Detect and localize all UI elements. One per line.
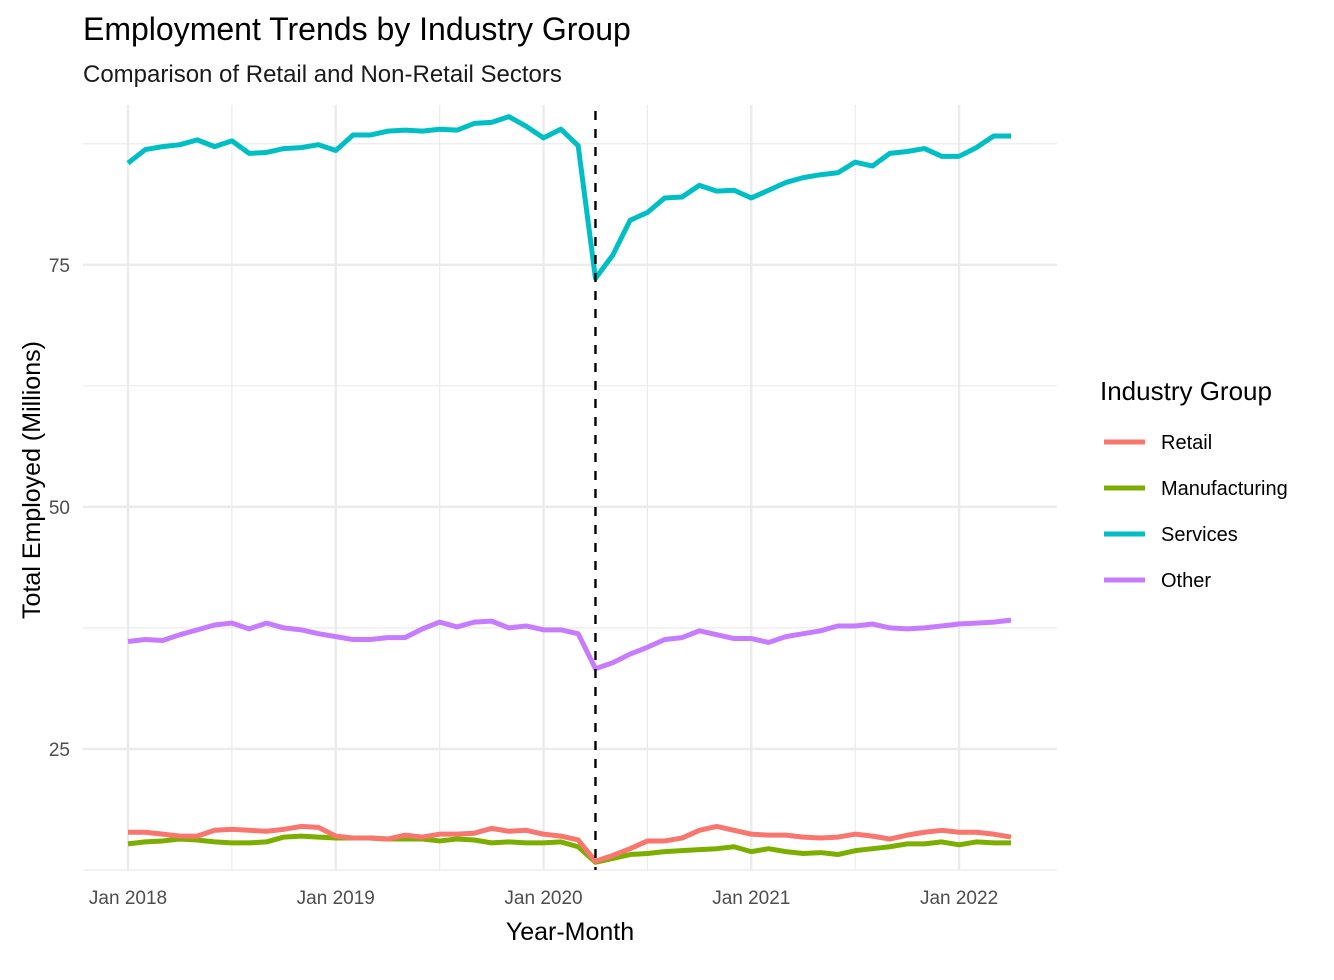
y-axis-title: Total Employed (Millions) — [18, 341, 46, 619]
legend-title: Industry Group — [1100, 376, 1272, 406]
series-line-retail — [128, 823, 1012, 864]
x-tick-label: Jan 2022 — [920, 888, 998, 909]
series-line-manufacturing — [127, 833, 1011, 865]
legend-label-retail: Retail — [1161, 432, 1212, 454]
y-tick-label: 75 — [49, 256, 70, 277]
y-tick-label: 50 — [49, 498, 70, 519]
series-lines — [126, 114, 1012, 865]
x-tick-label: Jan 2019 — [297, 888, 375, 909]
legend-label-manufacturing: Manufacturing — [1161, 478, 1288, 500]
x-axis-ticks: Jan 2018 Jan 2019 Jan 2020 Jan 2021 Jan 2022 — [89, 888, 998, 909]
x-tick-label: Jan 2021 — [712, 888, 790, 909]
legend: Industry Group Retail Manufacturing Servic… — [1100, 376, 1288, 592]
legend-label-services: Services — [1161, 524, 1238, 546]
major-gridlines — [83, 105, 1057, 870]
chart-subtitle: Comparison of Retail and Non-Retail Sect… — [83, 61, 562, 88]
chart-title: Employment Trends by Industry Group — [83, 11, 631, 47]
legend-label-other: Other — [1161, 570, 1211, 592]
series-line-services — [126, 114, 1011, 281]
x-tick-label: Jan 2020 — [504, 888, 582, 909]
x-tick-label: Jan 2018 — [89, 888, 167, 909]
x-axis-title: Year-Month — [506, 918, 634, 946]
y-axis-ticks: 25 50 75 — [49, 256, 70, 761]
y-tick-label: 25 — [49, 740, 70, 761]
series-line-other — [127, 617, 1012, 672]
minor-gridlines — [83, 105, 1057, 871]
